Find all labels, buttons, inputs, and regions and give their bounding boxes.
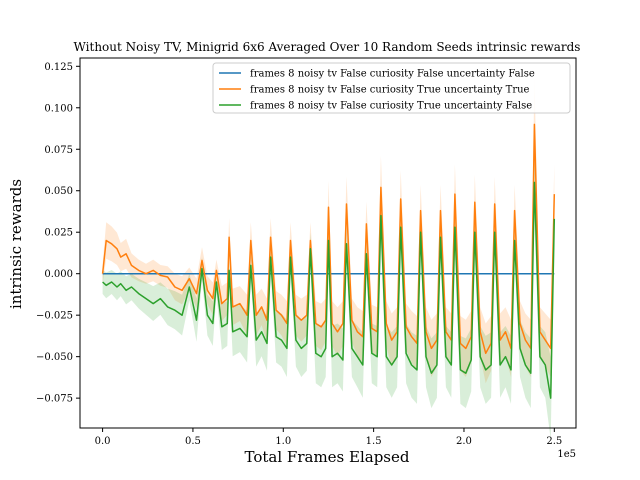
x-tick-label: 2.5 (546, 436, 562, 447)
y-tick-label: −0.050 (36, 352, 73, 363)
y-tick-label: −0.025 (36, 311, 73, 322)
axes-frame (79, 57, 577, 429)
y-tick-label: 0.075 (44, 145, 73, 156)
y-tick-label: 0.000 (44, 269, 73, 280)
y-axis-label: intrinsic rewards (7, 179, 25, 309)
x-tick-label: 0.0 (95, 436, 111, 447)
x-axis-label: Total Frames Elapsed (245, 448, 410, 466)
legend-box (212, 62, 571, 114)
y-tick-label: −0.075 (36, 394, 73, 405)
plot-area (79, 57, 577, 440)
x-tick-label: 1.0 (275, 436, 291, 447)
y-tick-label: 0.050 (44, 186, 73, 197)
x-axis-ticks: 0.0 0.5 1.0 1.5 2.0 2.5 (95, 428, 562, 447)
legend-entry-1: frames 8 noisy tv False curiosity True u… (250, 85, 530, 96)
series-2-line (102, 181, 556, 399)
x-tick-label: 0.5 (185, 436, 201, 447)
y-axis-ticks: −0.075 −0.050 −0.025 0.000 0.025 0.050 0.075 0.… (36, 62, 80, 405)
y-tick-label: 0.025 (44, 228, 73, 239)
y-tick-label: 0.125 (44, 62, 73, 73)
legend-entry-2: frames 8 noisy tv False curiosity True u… (250, 101, 532, 112)
x-axis-offset-text: 1e5 (557, 449, 576, 460)
series-2-band (102, 149, 555, 440)
series-1-line (101, 123, 556, 355)
legend-entry-0: frames 8 noisy tv False curiosity False … (250, 69, 535, 80)
x-tick-label: 2.0 (456, 436, 472, 447)
chart-title: Without Noisy TV, Minigrid 6x6 Averaged … (74, 40, 581, 54)
legend: frames 8 noisy tv False curiosity False … (212, 62, 571, 114)
y-tick-label: 0.100 (44, 103, 73, 114)
x-tick-label: 1.5 (366, 436, 382, 447)
